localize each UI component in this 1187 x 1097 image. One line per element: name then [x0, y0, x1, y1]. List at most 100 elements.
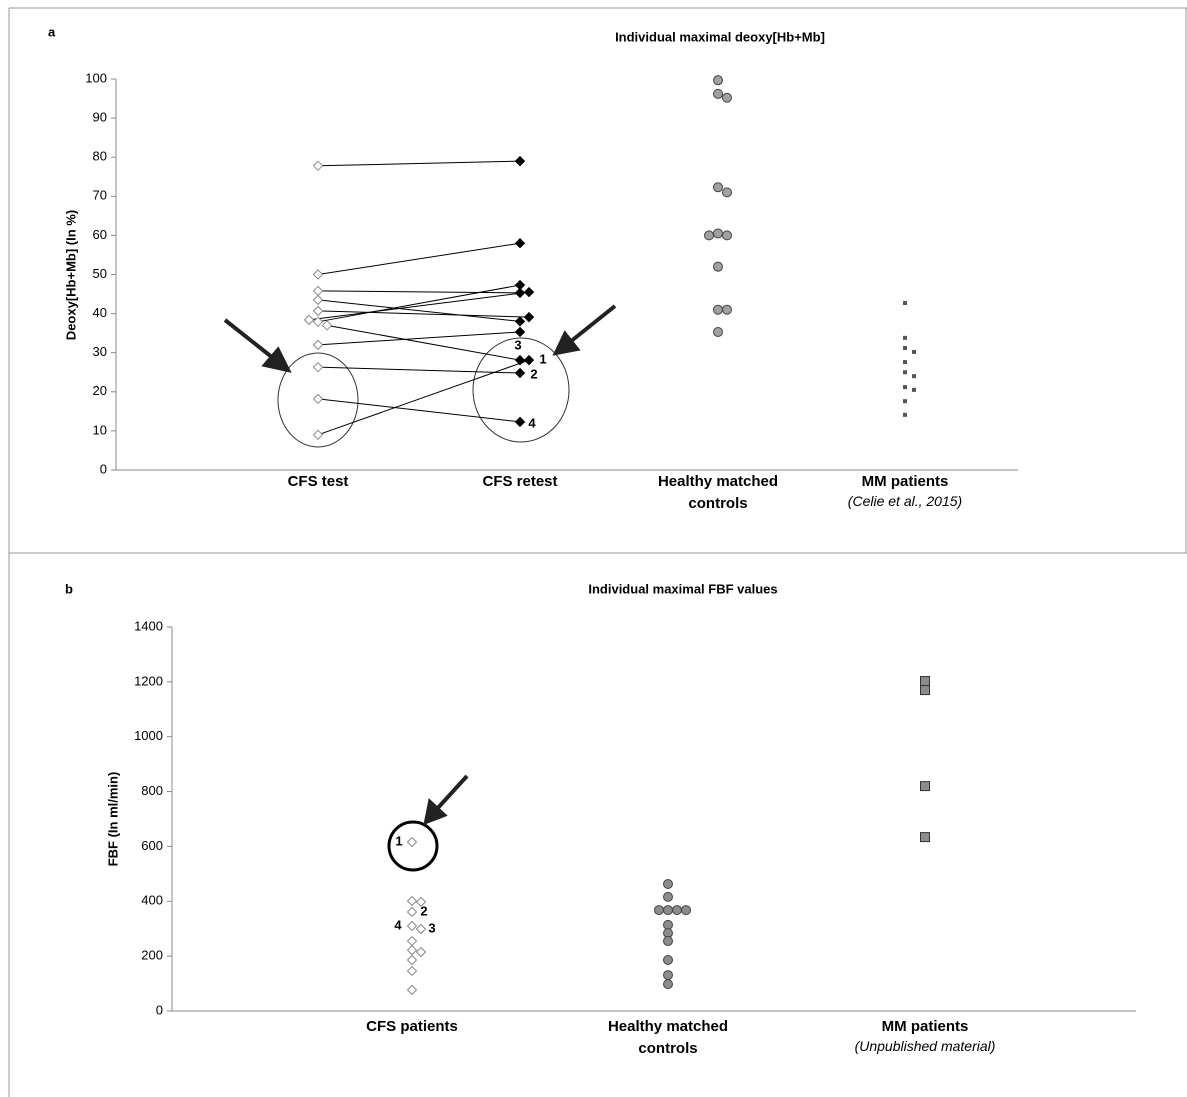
highlight-circle [387, 820, 439, 872]
marker [681, 905, 691, 916]
marker [303, 314, 315, 326]
marker [523, 354, 535, 366]
x-tick-label: Healthy matched controls [607, 1018, 729, 1057]
highlight-circle [472, 337, 570, 443]
marker [912, 349, 916, 354]
annotation: 4 [528, 415, 536, 430]
marker [514, 287, 526, 299]
x-tick-label: CFS patients [366, 1018, 458, 1035]
pair-line [317, 290, 521, 294]
marker [406, 984, 418, 996]
marker [406, 836, 418, 848]
y-tick-label: 600 [141, 838, 163, 853]
marker [415, 946, 427, 958]
marker [312, 160, 324, 172]
marker [312, 393, 324, 405]
marker [903, 412, 907, 417]
marker [514, 238, 526, 249]
marker [704, 230, 714, 241]
y-tick-label: 1000 [134, 728, 163, 743]
pair-line [317, 242, 521, 275]
marker [912, 387, 916, 392]
marker [514, 326, 526, 338]
marker [713, 182, 723, 193]
marker [903, 370, 907, 375]
pair-line [317, 310, 530, 318]
y-tick-label: 30 [93, 344, 107, 359]
marker [312, 285, 324, 297]
marker [663, 879, 673, 890]
marker [722, 230, 732, 241]
pair-line [326, 324, 521, 361]
marker [312, 429, 324, 441]
pair-line [317, 398, 521, 423]
marker [415, 896, 427, 908]
y-tick-label: 90 [93, 110, 107, 125]
x-tick-label: CFS retest [482, 473, 558, 490]
marker [514, 354, 526, 366]
y-tick-label: 1200 [134, 673, 163, 688]
marker [903, 301, 907, 306]
marker [713, 326, 723, 337]
annotation: 1 [539, 352, 546, 367]
marker [321, 320, 333, 331]
marker [903, 360, 907, 365]
x-tick-label: MM patients [861, 473, 949, 490]
marker [722, 304, 732, 315]
marker [713, 304, 723, 315]
marker [920, 781, 930, 792]
pair-line [317, 366, 521, 374]
marker [312, 361, 324, 373]
marker [514, 155, 526, 167]
marker [514, 279, 526, 291]
marker [713, 88, 723, 99]
y-axis-label: FBF (In ml/min) [105, 772, 120, 867]
highlight-circle [277, 352, 359, 448]
x-tick-label: MM patients [881, 1018, 969, 1035]
annotation: 2 [530, 366, 537, 381]
marker [663, 979, 673, 990]
y-tick-label: 20 [93, 383, 107, 398]
marker [663, 905, 673, 916]
y-tick-label: 80 [93, 149, 107, 164]
panel-label: b [65, 581, 73, 596]
y-tick-label: 60 [93, 227, 107, 242]
marker [722, 92, 732, 103]
marker [514, 316, 526, 327]
marker [654, 905, 664, 916]
marker [406, 954, 418, 966]
y-tick-label: 1400 [134, 618, 163, 633]
marker [406, 944, 418, 956]
arrows [223, 304, 617, 826]
marker [663, 919, 673, 930]
marker [713, 228, 723, 239]
y-tick-label: 70 [93, 188, 107, 203]
y-tick-label: 400 [141, 893, 163, 908]
pair-line [317, 359, 530, 436]
pair-line [317, 299, 521, 322]
pair-line [317, 284, 521, 323]
marker [523, 311, 535, 323]
marker [312, 339, 324, 351]
marker [912, 374, 916, 379]
marker [663, 891, 673, 902]
pair-line [317, 160, 521, 167]
marker [523, 286, 535, 298]
marker [312, 294, 324, 306]
chart-title: Individual maximal FBF values [588, 581, 777, 596]
marker [920, 685, 930, 696]
marker [903, 335, 907, 340]
marker [663, 954, 673, 965]
marker [903, 385, 907, 390]
marker [415, 923, 427, 935]
y-tick-label: 800 [141, 783, 163, 798]
y-tick-label: 40 [93, 305, 107, 320]
y-tick-label: 0 [156, 1002, 163, 1017]
marker [312, 316, 324, 328]
marker [713, 75, 723, 86]
marker [514, 367, 526, 379]
marker [312, 269, 324, 280]
pair-line [308, 291, 530, 321]
